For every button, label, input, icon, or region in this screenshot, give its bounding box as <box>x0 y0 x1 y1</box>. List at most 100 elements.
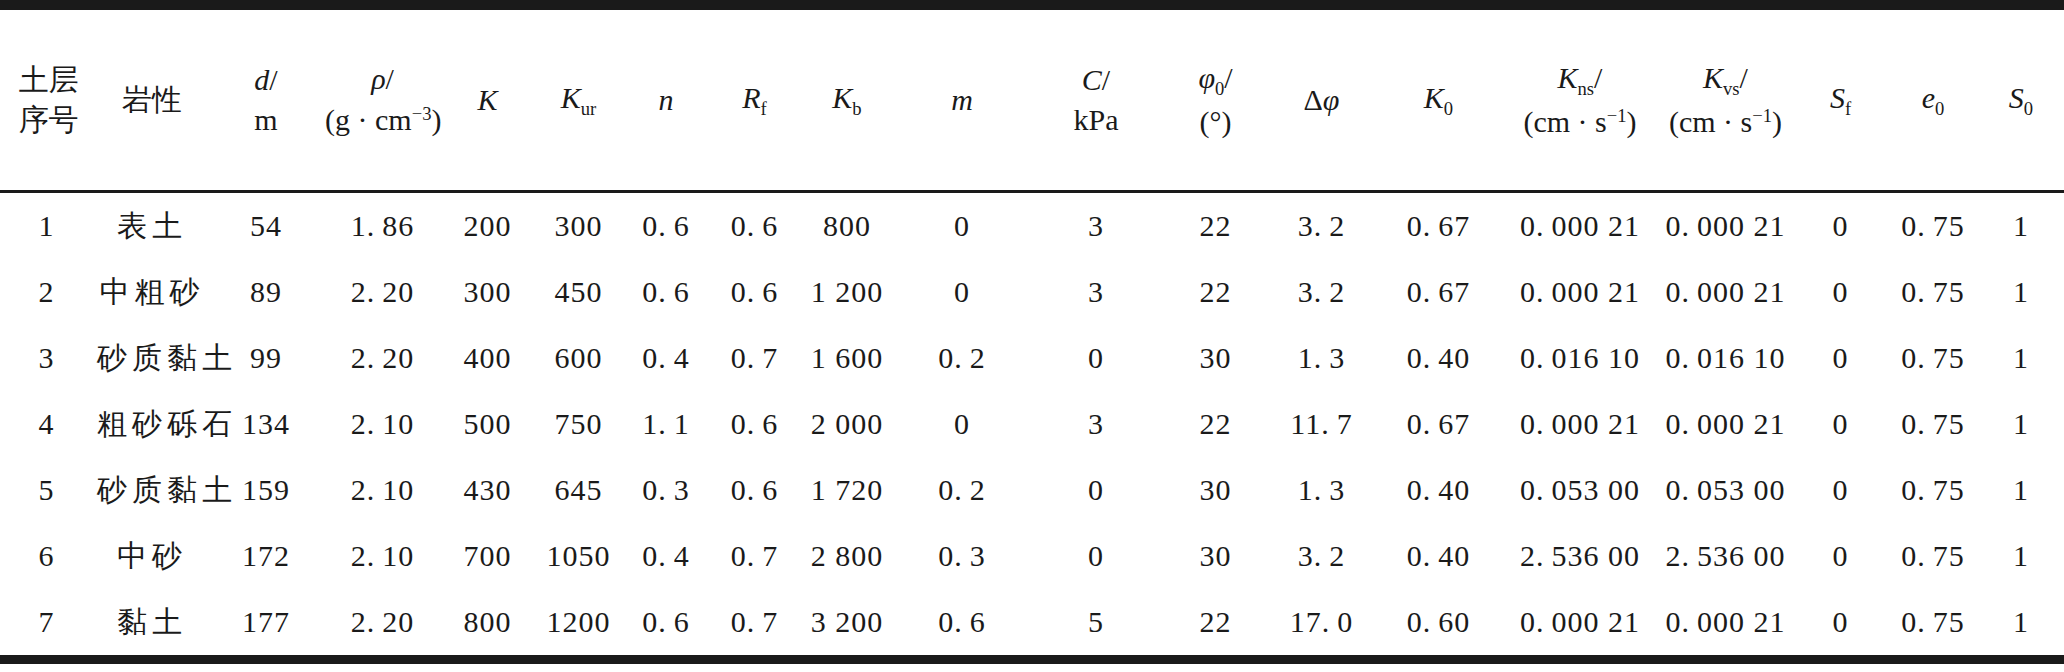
table-cell-Kvs: 0. 053 00 <box>1658 457 1793 523</box>
header-text-segment: (g · cm <box>325 103 412 136</box>
header-text-segment: K <box>561 81 581 114</box>
table-cell-Sf: 0 <box>1793 192 1888 260</box>
header-text-segment: / <box>269 63 277 96</box>
col-header-Rf: Rf <box>710 5 799 192</box>
table-cell-K0: 0. 40 <box>1375 523 1502 589</box>
table-cell-C: 3 <box>1029 391 1163 457</box>
col-header-K0: K0 <box>1375 5 1502 192</box>
table-cell-S0: 1 <box>1978 192 2064 260</box>
table-cell-Rf: 0. 6 <box>710 259 799 325</box>
table-cell-Kvs: 0. 000 21 <box>1658 589 1793 660</box>
table-cell-K0: 0. 60 <box>1375 589 1502 660</box>
table-cell-delta-phi: 11. 7 <box>1268 391 1375 457</box>
header-label-line: n <box>622 83 710 118</box>
table-cell-Rf: 0. 7 <box>710 325 799 391</box>
table-cell-Sf: 0 <box>1793 391 1888 457</box>
table-cell-Kvs: 2. 536 00 <box>1658 523 1793 589</box>
header-text-segment: −1 <box>1752 105 1772 126</box>
header-text-segment: / <box>1740 61 1748 94</box>
table-cell-C: 3 <box>1029 192 1163 260</box>
table-cell-lithology: 粗砂砾石 <box>97 391 207 457</box>
table-cell-Kur: 1050 <box>535 523 622 589</box>
table-row: 1表土541. 862003000. 60. 680003223. 20. 67… <box>0 192 2064 260</box>
table-cell-rho: 2. 10 <box>325 457 440 523</box>
table-cell-Kur: 300 <box>535 192 622 260</box>
col-header-delta-phi: Δφ <box>1268 5 1375 192</box>
header-text-segment: / <box>1594 61 1602 94</box>
header-label-line: Rf <box>710 81 799 119</box>
header-label-line: (cm · s−1) <box>1658 105 1793 140</box>
header-text-segment: ur <box>581 98 597 119</box>
table-cell-e0: 0. 75 <box>1888 457 1978 523</box>
table-cell-lithology: 中砂 <box>97 523 207 589</box>
table-cell-lithology: 砂质黏土 <box>97 325 207 391</box>
header-text-segment: 序号 <box>19 103 79 136</box>
col-header-phi0: φ0/(°) <box>1163 5 1268 192</box>
table-cell-lithology: 表土 <box>97 192 207 260</box>
table-cell-n: 0. 6 <box>622 259 710 325</box>
table-cell-Sf: 0 <box>1793 325 1888 391</box>
table-cell-d: 89 <box>207 259 325 325</box>
header-text-segment: Δ <box>1304 83 1323 116</box>
table-cell-rho: 2. 10 <box>325 391 440 457</box>
header-label-line: Sf <box>1793 81 1888 119</box>
table-cell-Kns: 0. 000 21 <box>1502 259 1658 325</box>
table-cell-layer-no: 3 <box>0 325 97 391</box>
table-cell-Rf: 0. 6 <box>710 457 799 523</box>
header-text-segment: / <box>1224 61 1232 94</box>
header-text-segment: ) <box>1772 105 1782 138</box>
header-label-line: m <box>207 103 325 138</box>
col-header-e0: e0 <box>1888 5 1978 192</box>
table-cell-Kvs: 0. 000 21 <box>1658 391 1793 457</box>
table-cell-layer-no: 7 <box>0 589 97 660</box>
table-cell-Kb: 3 200 <box>799 589 895 660</box>
header-label-line: d/ <box>207 63 325 98</box>
table-cell-Kur: 1200 <box>535 589 622 660</box>
table-row: 5砂质黏土1592. 104306450. 30. 61 7200. 20301… <box>0 457 2064 523</box>
header-text-segment: 0 <box>1215 77 1224 98</box>
table-cell-n: 0. 3 <box>622 457 710 523</box>
header-text-segment: f <box>1845 98 1851 119</box>
table-cell-S0: 1 <box>1978 259 2064 325</box>
col-header-lithology: 岩性 <box>97 5 207 192</box>
header-text-segment: K <box>1424 81 1444 114</box>
header-label-line: (°) <box>1163 105 1268 140</box>
table-cell-phi0: 30 <box>1163 457 1268 523</box>
table-cell-Kns: 2. 536 00 <box>1502 523 1658 589</box>
table-cell-e0: 0. 75 <box>1888 523 1978 589</box>
header-label-line: m <box>895 83 1029 118</box>
table-cell-Kvs: 0. 016 10 <box>1658 325 1793 391</box>
table-cell-lithology: 黏土 <box>97 589 207 660</box>
header-text-segment: m <box>254 103 277 136</box>
header-label-line: kPa <box>1029 103 1163 138</box>
table-cell-K: 500 <box>440 391 535 457</box>
table-body: 1表土541. 862003000. 60. 680003223. 20. 67… <box>0 192 2064 660</box>
header-text-segment: 0 <box>1935 98 1944 119</box>
table-cell-K: 430 <box>440 457 535 523</box>
table-cell-Kvs: 0. 000 21 <box>1658 259 1793 325</box>
table-row: 6中砂1722. 1070010500. 40. 72 8000. 30303.… <box>0 523 2064 589</box>
header-text-segment: K <box>1558 61 1578 94</box>
table-cell-lithology: 中粗砂 <box>97 259 207 325</box>
table-cell-n: 0. 4 <box>622 523 710 589</box>
table-cell-layer-no: 6 <box>0 523 97 589</box>
table-cell-Kur: 600 <box>535 325 622 391</box>
table-cell-Kb: 1 200 <box>799 259 895 325</box>
table-cell-e0: 0. 75 <box>1888 192 1978 260</box>
header-text-segment: (cm · s <box>1669 105 1752 138</box>
header-label-line: 岩性 <box>97 83 207 118</box>
table-cell-rho: 2. 20 <box>325 589 440 660</box>
header-text-segment: vs <box>1723 77 1740 98</box>
header-text-segment: 0 <box>2024 98 2033 119</box>
table-cell-Rf: 0. 7 <box>710 589 799 660</box>
header-text-segment: S <box>1830 81 1845 114</box>
table-cell-K: 800 <box>440 589 535 660</box>
table-cell-S0: 1 <box>1978 523 2064 589</box>
table-cell-Rf: 0. 6 <box>710 192 799 260</box>
table-cell-delta-phi: 3. 2 <box>1268 192 1375 260</box>
header-text-segment: ) <box>431 103 441 136</box>
table-cell-Kur: 645 <box>535 457 622 523</box>
table-cell-Kur: 450 <box>535 259 622 325</box>
table-cell-rho: 2. 20 <box>325 325 440 391</box>
table-cell-rho: 2. 20 <box>325 259 440 325</box>
